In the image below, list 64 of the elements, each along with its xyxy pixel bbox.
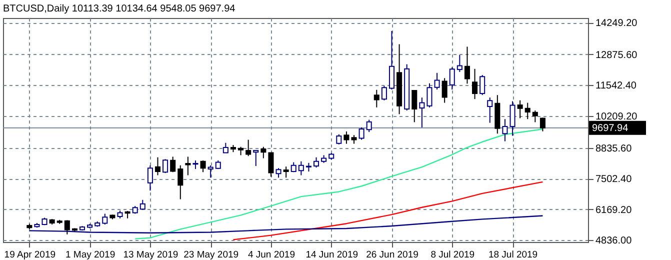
y-tick-label: 4836.00 [596, 236, 632, 247]
candlestick [510, 100, 516, 136]
candlestick [426, 82, 432, 108]
candlestick [298, 160, 304, 176]
candlestick [260, 146, 266, 159]
y-tick-label: 12875.60 [596, 50, 638, 61]
y-tick-label: 11542.40 [596, 80, 637, 92]
candlestick [366, 119, 372, 133]
chart-title: BTCUSD,Daily 10113.39 10134.64 9548.05 9697.94 [3, 4, 236, 15]
candlestick [532, 110, 538, 123]
candlestick [524, 102, 530, 120]
y-tick-label: 8835.60 [596, 143, 632, 154]
candlestick [412, 90, 418, 123]
candlestick [276, 168, 282, 178]
candlestick [442, 78, 448, 104]
x-tick-label: 14 Jun 2019 [306, 250, 358, 260]
candlestick [358, 126, 364, 140]
candlestick [200, 160, 206, 173]
candlestick [208, 164, 214, 178]
candlestick [162, 158, 168, 174]
x-tick-label: 18 Jul 2019 [488, 250, 538, 260]
x-tick-label: 26 Jun 2019 [366, 250, 418, 260]
line-series [28, 215, 544, 234]
candlestick [253, 150, 259, 166]
candlestick [246, 139, 252, 157]
candlestick [268, 152, 274, 178]
candlestick [419, 97, 425, 128]
x-tick-label: 4 Jun 2019 [248, 250, 295, 260]
candlestick [487, 97, 493, 124]
candlestick [540, 117, 546, 132]
candlestick [147, 164, 153, 192]
x-tick-label: 13 May 2019 [123, 250, 178, 260]
candlestick [472, 68, 478, 100]
line-series [232, 181, 544, 240]
candlestick [344, 130, 350, 144]
ref-line-label: 9697.94 [592, 122, 629, 134]
candlestick [517, 100, 523, 119]
candlestick [222, 142, 228, 154]
candlestick [374, 89, 380, 108]
candlestick [456, 54, 462, 72]
x-tick-label: 8 Jul 2019 [430, 250, 475, 260]
y-tick-label: 10209.20 [596, 112, 638, 123]
candlestick [502, 118, 508, 142]
candlestick [64, 220, 70, 235]
candlestick [170, 156, 176, 173]
x-tick-label: 1 May 2019 [65, 250, 116, 260]
candlestick [102, 213, 108, 226]
candlestick [464, 46, 470, 84]
candlestick [480, 74, 486, 96]
y-tick-label: 7502.40 [596, 174, 632, 186]
candlestick [336, 134, 342, 145]
candlestick [178, 164, 184, 200]
x-tick-label: 19 Apr 2019 [4, 250, 56, 260]
candlestick [313, 156, 320, 168]
candlestick [449, 66, 455, 90]
candlestick [283, 166, 289, 178]
x-tick-label: 23 May 2019 [184, 250, 239, 260]
y-tick-label: 6169.20 [596, 204, 632, 216]
y-tick-label: 14249.20 [596, 18, 638, 30]
candlestick [434, 72, 440, 90]
candlestick [381, 85, 387, 101]
candlestick [388, 30, 395, 90]
candlestick [185, 156, 191, 176]
candlestick [154, 156, 161, 176]
